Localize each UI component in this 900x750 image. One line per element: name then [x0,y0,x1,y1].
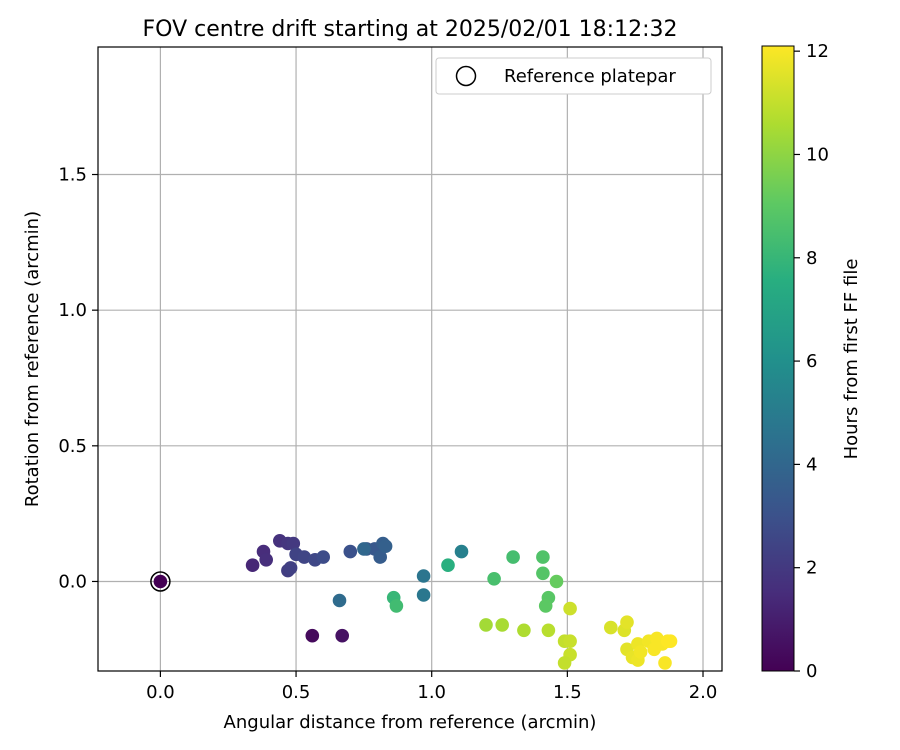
reference-marker [150,571,171,592]
data-point [541,623,556,638]
colorbar: 0 2 4 6 8 10 12 Hours from first FF file [761,41,862,682]
x-tick-label: 1.5 [553,682,582,703]
colorbar-tick-label: 6 [806,351,817,372]
data-point [286,536,301,551]
data-point [335,628,350,643]
data-point [563,601,577,616]
data-point [357,542,371,556]
y-tick-label: 0.0 [58,571,87,592]
data-points [153,534,678,670]
legend-entry-reference-platepar: Reference platepar [504,66,676,87]
colorbar-tick-label: 0 [806,661,817,682]
x-tick-label: 2.0 [689,682,718,703]
data-point [658,656,672,670]
data-point [283,561,298,575]
x-axis-label: Angular distance from reference (arcmin) [224,712,597,733]
data-point [416,569,431,583]
data-point [563,634,577,648]
data-point [378,539,393,553]
chart-title: FOV centre drift starting at 2025/02/01 … [143,17,678,42]
data-point [633,645,648,659]
y-tick-label: 1.5 [58,165,87,186]
y-tick-label: 1.0 [58,300,87,321]
data-point [373,550,388,564]
data-point [153,574,168,589]
colorbar-ticks: 0 2 4 6 8 10 12 [794,41,829,682]
x-tick-label: 0.5 [282,682,311,703]
colorbar-label: Hours from first FF file [841,259,862,460]
legend: Reference platepar [435,57,712,95]
data-point [343,544,358,559]
data-point [416,588,431,602]
data-point [454,544,469,559]
x-tick-label: 0.0 [146,682,175,703]
data-point [604,620,618,635]
data-point [536,550,550,564]
plot-frame [97,46,723,672]
colorbar-tick-label: 10 [806,144,829,165]
legend-box [435,57,712,95]
legend-marker-reference [455,65,477,87]
data-point [620,615,634,629]
data-point [441,558,455,572]
colorbar-tick-label: 2 [806,558,817,579]
data-point [517,623,531,638]
grid-lines [98,47,722,671]
colorbar-tick-label: 4 [806,454,817,475]
data-point [549,574,564,589]
data-point [389,599,404,613]
colorbar-tick-label: 8 [806,248,817,269]
data-point [487,572,501,586]
x-tick-label: 1.0 [417,682,446,703]
data-point [495,618,510,632]
y-tick-label: 0.5 [58,436,87,457]
y-axis-label: Rotation from reference (arcmin) [22,211,43,507]
data-point [506,550,520,564]
data-point [245,558,260,572]
plot-background [98,47,722,671]
data-point [332,593,347,608]
x-axis-ticks: 0.0 0.5 1.0 1.5 2.0 [146,671,717,703]
data-point [316,550,331,564]
data-point [305,628,320,643]
data-point [663,634,678,648]
data-point [557,656,572,670]
data-point [297,550,312,564]
data-point [536,566,550,581]
data-point [479,618,493,632]
y-axis-ticks: 0.0 0.5 1.0 1.5 [58,165,98,592]
reference-point-ring [150,571,171,592]
data-point [538,599,553,613]
data-point [259,553,274,567]
colorbar-tick-label: 12 [806,41,829,62]
colorbar-gradient [761,45,795,672]
